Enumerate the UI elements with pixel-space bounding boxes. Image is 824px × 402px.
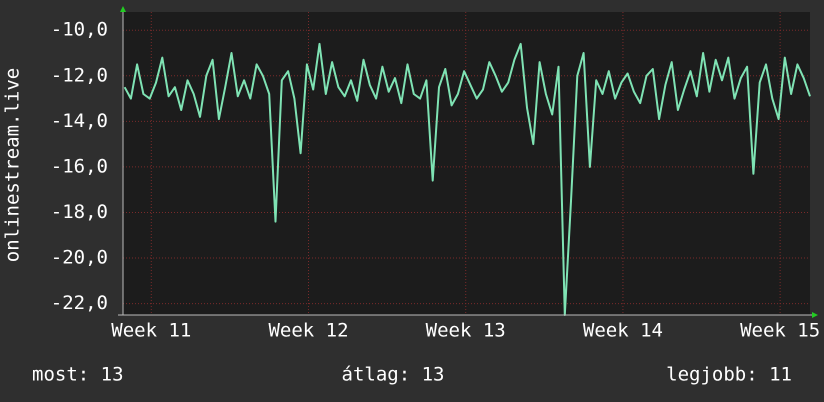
x-tick-label: Week 13 <box>426 320 506 342</box>
y-tick-label: -18,0 <box>51 201 108 223</box>
y-tick-label: -16,0 <box>51 155 108 177</box>
x-tick-label: Week 12 <box>268 320 348 342</box>
y-tick-label: -14,0 <box>51 110 108 132</box>
y-tick-label: -22,0 <box>51 292 108 314</box>
x-tick-label: Week 11 <box>111 320 191 342</box>
footer-stat: legjobb: 11 <box>666 364 792 386</box>
footer-stat: átlag: 13 <box>342 364 445 386</box>
y-tick-label: -20,0 <box>51 247 108 269</box>
x-axis-arrow <box>812 312 818 318</box>
x-tick-label: Week 15 <box>740 320 820 342</box>
y-axis-arrow <box>120 6 126 12</box>
x-tick-label: Week 14 <box>583 320 663 342</box>
data-line <box>123 42 811 316</box>
footer-stat: most: 13 <box>32 364 124 386</box>
y-tick-label: -10,0 <box>51 19 108 41</box>
y-tick-label: -12,0 <box>51 64 108 86</box>
y-axis-label: onlinestream.live <box>2 68 24 262</box>
plot-area <box>123 12 810 315</box>
